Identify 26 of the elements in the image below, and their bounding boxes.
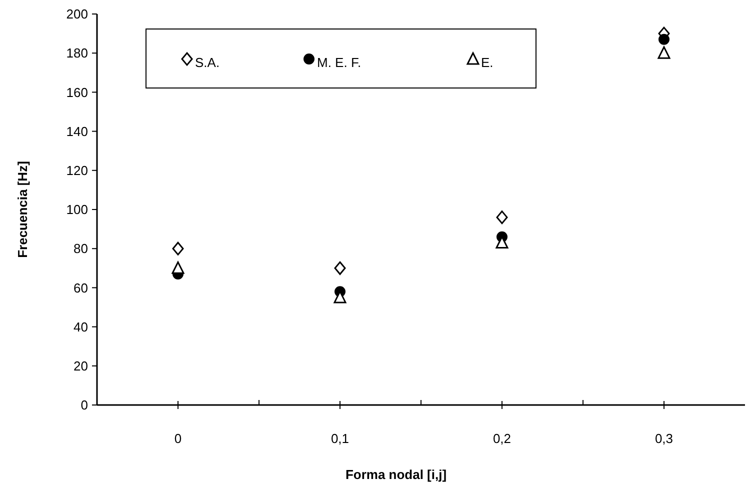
legend-label: E.	[481, 54, 494, 70]
y-tick-label: 0	[80, 398, 88, 413]
y-tick-label: 100	[66, 202, 88, 218]
y-tick-label: 120	[66, 162, 88, 178]
point	[658, 46, 670, 59]
point	[334, 261, 346, 275]
x-tick-label: 0,3	[654, 431, 674, 446]
y-axis-title: Frecuencia [Hz]	[15, 161, 30, 258]
x-tick-label: 0,1	[330, 431, 350, 446]
y-tick-label: 20	[74, 358, 88, 374]
y-tick-label: 40	[74, 319, 88, 334]
point	[172, 242, 184, 256]
legend-label: M. E. F.	[317, 54, 362, 70]
y-tick-label: 160	[66, 84, 88, 100]
y-tick-label: 180	[66, 46, 88, 61]
y-tick-label: 200	[66, 6, 88, 22]
y-tick-label: 60	[74, 280, 88, 296]
y-tick-label: 140	[66, 124, 88, 139]
y-tick-label: 80	[74, 241, 88, 256]
legend-label: S.A.	[195, 54, 220, 70]
x-tick-label: 0	[174, 431, 182, 446]
point	[496, 210, 508, 224]
point	[172, 261, 184, 274]
x-axis-title: Forma nodal [i,j]	[345, 467, 447, 482]
point	[658, 34, 670, 45]
x-tick-label: 0,2	[492, 431, 512, 446]
